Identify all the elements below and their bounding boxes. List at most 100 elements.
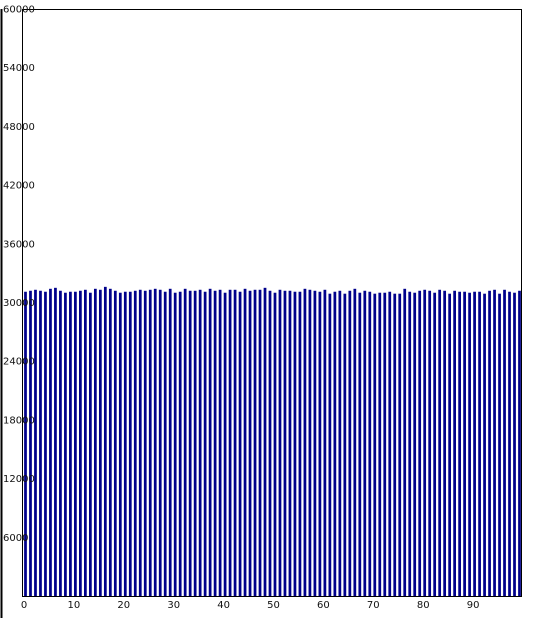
- bar-66: [353, 288, 357, 596]
- bar-97: [508, 291, 511, 596]
- bar-77: [408, 291, 412, 596]
- bar-57: [308, 289, 312, 596]
- bar-55: [298, 291, 302, 596]
- x-tick-label: 60: [317, 600, 330, 611]
- bar-59: [318, 291, 322, 596]
- bar-89: [468, 292, 471, 596]
- bar-9: [69, 291, 72, 596]
- bar-23: [138, 289, 142, 596]
- bar-50: [273, 292, 277, 596]
- bar-34: [193, 290, 197, 596]
- bar-46: [253, 289, 257, 596]
- bar-17: [108, 288, 112, 596]
- bar-18: [113, 290, 117, 596]
- bar-60: [323, 289, 327, 596]
- bar-2: [34, 289, 37, 596]
- x-tick-label: 70: [367, 600, 380, 611]
- bar-81: [428, 290, 432, 596]
- x-tick-label: 90: [467, 600, 480, 611]
- bar-72: [383, 292, 387, 596]
- bar-12: [84, 289, 87, 596]
- x-tick-label: 30: [167, 600, 180, 611]
- y-tick-label: 6000: [3, 533, 28, 544]
- bar-25: [148, 289, 152, 596]
- bar-87: [458, 291, 461, 596]
- y-tick-label: 36000: [3, 239, 35, 250]
- bar-36: [203, 291, 207, 596]
- bar-group: [24, 286, 521, 596]
- bar-7: [59, 290, 62, 596]
- y-tick-label: 24000: [3, 357, 35, 368]
- bar-11: [79, 290, 82, 596]
- bar-75: [398, 293, 402, 596]
- y-tick-label: 42000: [3, 181, 35, 192]
- bar-70: [373, 293, 377, 596]
- bar-90: [473, 291, 476, 596]
- x-tick-label: 50: [267, 600, 280, 611]
- bar-91: [478, 291, 481, 596]
- bar-74: [393, 293, 397, 596]
- bar-62: [333, 291, 337, 596]
- bar-53: [288, 290, 292, 596]
- bar-76: [403, 288, 407, 596]
- bar-22: [133, 290, 137, 596]
- bar-51: [278, 289, 282, 596]
- bar-96: [503, 289, 506, 596]
- bar-48: [263, 287, 267, 596]
- bar-88: [463, 291, 466, 596]
- y-tick-labels: 6000 12000 18000 24000 30000 36000 42000 48000 5…: [3, 5, 35, 544]
- bar-61: [328, 293, 332, 596]
- bar-20: [123, 291, 127, 596]
- bar-98: [513, 292, 516, 596]
- bar-10: [74, 291, 77, 596]
- bar-99: [518, 290, 521, 596]
- bar-58: [313, 290, 317, 596]
- bar-19: [118, 292, 122, 596]
- bar-52: [283, 290, 287, 596]
- bar-38: [213, 290, 217, 596]
- bar-68: [363, 290, 367, 596]
- bar-85: [448, 293, 452, 596]
- bar-30: [173, 292, 177, 596]
- x-tick-label: 10: [68, 600, 81, 611]
- bar-63: [338, 290, 342, 596]
- bar-32: [183, 288, 187, 596]
- bar-37: [208, 288, 212, 596]
- bar-15: [98, 289, 102, 596]
- bar-35: [198, 289, 202, 596]
- x-tick-label: 80: [417, 600, 430, 611]
- x-tick-labels: 0 10 20 30 40 50 60 70 80 90: [21, 600, 480, 611]
- bar-24: [143, 290, 147, 596]
- bar-65: [348, 290, 352, 596]
- bar-5: [49, 288, 52, 596]
- bar-82: [433, 292, 437, 596]
- y-tick-label: 18000: [3, 415, 35, 426]
- bar-86: [453, 290, 456, 596]
- bar-64: [343, 293, 347, 596]
- bar-27: [158, 289, 162, 596]
- bar-43: [238, 291, 242, 596]
- bar-92: [483, 293, 486, 596]
- bar-54: [293, 291, 297, 596]
- bar-4: [44, 291, 47, 596]
- bar-40: [223, 292, 227, 596]
- bar-84: [443, 290, 447, 596]
- bar-3: [39, 290, 42, 596]
- bar-6: [54, 287, 57, 596]
- bar-49: [268, 290, 272, 596]
- bar-14: [93, 288, 97, 596]
- bar-79: [418, 290, 422, 596]
- x-tick-label: 0: [21, 600, 27, 611]
- bar-94: [493, 289, 496, 596]
- bar-69: [368, 291, 372, 596]
- bar-8: [64, 292, 67, 596]
- bar-26: [153, 288, 157, 596]
- bar-47: [258, 289, 262, 596]
- plot-area: [22, 9, 522, 597]
- x-tick-label: 40: [217, 600, 230, 611]
- bar-28: [163, 291, 167, 596]
- bar-41: [228, 289, 232, 596]
- bar-73: [388, 291, 392, 596]
- bar-21: [128, 291, 132, 596]
